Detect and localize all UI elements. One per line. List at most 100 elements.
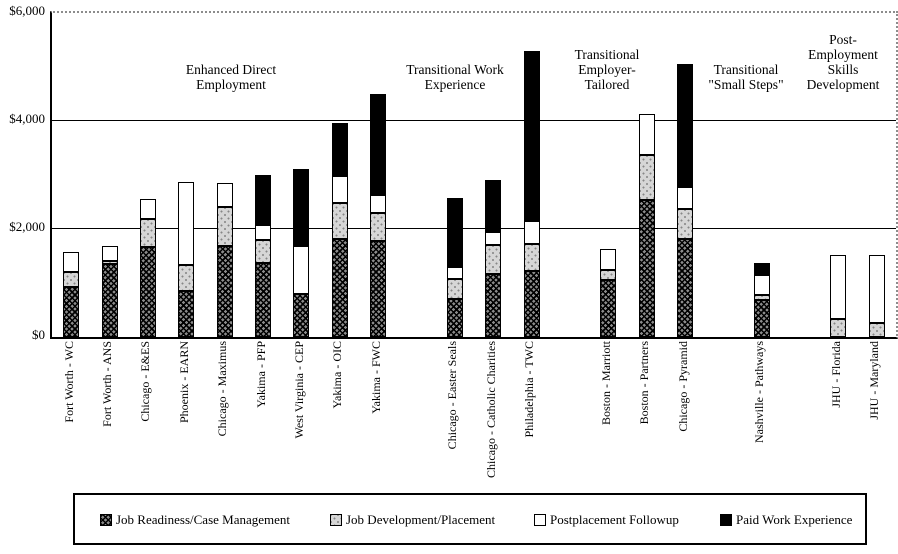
bar-segment-job_development xyxy=(753,294,770,301)
legend-label: Paid Work Experience xyxy=(736,512,853,527)
bar-segment-job_development xyxy=(63,271,80,287)
bar-Yakima - OIC xyxy=(331,122,348,337)
bar-segment-job_development xyxy=(255,239,271,264)
bar-segment-postplacement xyxy=(255,225,271,240)
y-axis-tick-label: $2,000 xyxy=(9,219,45,234)
bar-segment-postplacement xyxy=(370,195,387,214)
category-label: Boston - Marriott xyxy=(598,341,613,425)
bar-Chicago - Pyramid xyxy=(677,64,693,337)
category-label: Yakima - OIC xyxy=(330,341,345,409)
bar-segment-job_development xyxy=(370,213,387,241)
bar-segment-job_readiness xyxy=(178,291,195,337)
category-label: Chicago - Pyramid xyxy=(675,341,690,432)
bar-segment-job_readiness xyxy=(293,293,310,337)
group-header: Transitional Work Experience xyxy=(345,62,565,92)
bar-segment-job_development xyxy=(485,245,502,274)
bar-segment-postplacement xyxy=(446,266,463,279)
y-axis-tick-label: $0 xyxy=(32,327,45,342)
bar-Fort Worth - WC xyxy=(63,251,80,337)
bar-segment-job_readiness xyxy=(255,263,271,337)
bar-Philadelphia - TWC xyxy=(523,50,540,337)
bar-segment-job_development xyxy=(523,243,540,272)
bar-Nashville - Pathways xyxy=(753,263,770,337)
group-header: Post- Employment Skills Development xyxy=(733,32,898,92)
plot-area xyxy=(50,11,898,339)
group-header-line: Employment xyxy=(808,47,878,62)
bar-JHU - Florida xyxy=(830,254,847,337)
bar-segment-paid_work xyxy=(485,180,502,232)
bar-segment-job_development xyxy=(178,264,195,292)
category-label: Chicago - Catholic Charities xyxy=(483,341,498,478)
category-label: Phoenix - EARN xyxy=(176,341,191,423)
category-label: West Virginia - CEP xyxy=(291,341,306,439)
bar-segment-paid_work xyxy=(331,122,348,177)
bar-segment-job_readiness xyxy=(523,271,540,337)
bar-segment-job_readiness xyxy=(485,273,502,337)
bar-segment-paid_work xyxy=(677,64,693,187)
group-header-line: Employer- xyxy=(578,62,636,77)
category-label: Chicago - Easter Seals xyxy=(445,341,460,450)
bar-segment-job_readiness xyxy=(638,200,655,337)
bar-segment-paid_work xyxy=(255,175,271,226)
group-header-line: Post- xyxy=(829,32,857,47)
bar-segment-job_readiness xyxy=(216,245,233,337)
legend-label: Job Development/Placement xyxy=(346,512,496,527)
bar-segment-postplacement xyxy=(178,182,195,265)
bar-segment-job_readiness xyxy=(753,300,770,337)
bar-segment-postplacement xyxy=(331,176,348,204)
y-axis-tick-label: $4,000 xyxy=(9,111,45,126)
bar-segment-paid_work xyxy=(370,94,387,195)
category-label: Philadelphia - TWC xyxy=(522,341,537,438)
bar-segment-job_development xyxy=(101,260,118,265)
bar-segment-postplacement xyxy=(753,275,770,295)
legend-item-paid_work: Paid Work Experience xyxy=(720,512,852,528)
bar-segment-paid_work xyxy=(446,197,463,267)
bar-segment-postplacement xyxy=(868,254,885,323)
group-header-line: Transitional xyxy=(713,62,779,77)
group-header: Transitional "Small Steps" xyxy=(636,62,856,92)
bar-segment-job_readiness xyxy=(139,246,156,337)
bar-segment-job_readiness xyxy=(331,239,348,337)
legend-swatch-job_readiness xyxy=(100,514,112,526)
bar-Yakima - FWC xyxy=(370,94,387,337)
bar-segment-job_development xyxy=(868,322,885,337)
bar-segment-job_readiness xyxy=(446,298,463,337)
bar-Chicago - Easter Seals xyxy=(446,197,463,337)
bar-Boston - Partners xyxy=(638,114,655,337)
group-header-line: Transitional xyxy=(574,47,640,62)
group-header-line: Transitional Work xyxy=(406,62,504,77)
legend: Job Readiness/Case Management Job Develop… xyxy=(73,493,867,545)
group-header: Enhanced Direct Employment xyxy=(121,62,341,92)
legend-swatch-postplacement xyxy=(534,514,546,526)
bar-segment-paid_work xyxy=(293,169,310,246)
category-label: Fort Worth - WC xyxy=(61,341,76,423)
group-header-line: Development xyxy=(806,77,880,92)
bar-segment-job_readiness xyxy=(101,264,118,337)
bar-segment-postplacement xyxy=(830,254,847,319)
bar-segment-postplacement xyxy=(139,198,156,219)
bar-Chicago - Maximus xyxy=(216,182,233,337)
bar-segment-postplacement xyxy=(293,245,310,294)
group-header-line: Experience xyxy=(424,77,486,92)
bar-Phoenix - EARN xyxy=(178,182,195,337)
bar-segment-job_readiness xyxy=(600,280,617,337)
bar-segment-paid_work xyxy=(753,263,770,276)
legend-item-postplacement: Postplacement Followup xyxy=(534,512,679,528)
category-label: Boston - Partners xyxy=(637,341,652,425)
bar-Chicago - E&ES xyxy=(139,198,156,337)
bar-Chicago - Catholic Charities xyxy=(485,180,502,337)
bar-segment-job_development xyxy=(331,203,348,240)
category-label: Yakima - PFP xyxy=(253,341,268,408)
bar-segment-job_readiness xyxy=(370,240,387,337)
bar-segment-paid_work xyxy=(523,50,540,221)
category-label: JHU - Florida xyxy=(828,341,843,408)
bar-segment-job_development xyxy=(139,218,156,247)
group-header-line: Enhanced Direct xyxy=(185,62,277,77)
legend-swatch-paid_work xyxy=(720,514,732,526)
bar-segment-job_development xyxy=(446,278,463,299)
bar-segment-job_readiness xyxy=(63,286,80,337)
bar-segment-job_development xyxy=(677,208,693,239)
legend-label: Job Readiness/Case Management xyxy=(116,512,291,527)
bar-segment-postplacement xyxy=(101,245,118,261)
